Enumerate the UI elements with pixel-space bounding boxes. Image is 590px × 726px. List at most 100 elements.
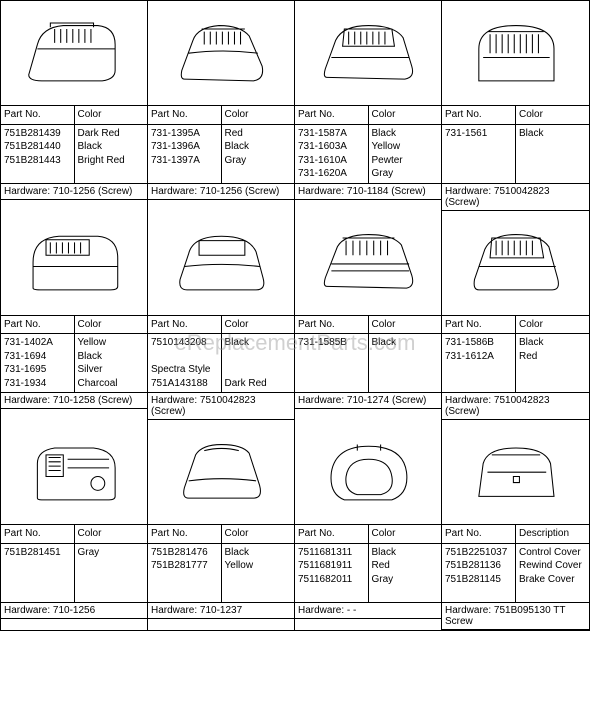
info-data: 731-1395A731-1396A731-1397A RedBlackGray — [148, 125, 294, 184]
color-values: Black — [369, 334, 442, 392]
partno-label: Part No. — [442, 106, 516, 124]
hardware-row: Hardware: 710-1184 (Screw) — [295, 184, 441, 200]
hardware-row: Hardware: 710-1256 (Screw) — [148, 184, 294, 200]
hardware-row: Hardware: 710-1258 (Screw) — [1, 393, 147, 409]
part-sketch — [306, 219, 430, 305]
partno-values: 731-1585B — [295, 334, 369, 392]
color-label: Color — [75, 525, 148, 543]
hardware-row: Hardware: 751B095130 TT Screw — [442, 603, 589, 630]
color-values: RedBlackGray — [222, 125, 295, 183]
part-sketch — [306, 10, 430, 96]
color-values: YellowBlackSilverCharcoal — [75, 334, 148, 392]
hardware-row: Hardware: 7510042823 (Screw) — [442, 184, 589, 211]
partno-label: Part No. — [1, 525, 75, 543]
info-header: Part No.Description — [442, 525, 589, 544]
part-sketch — [159, 429, 283, 515]
partno-values: 731-1587A731-1603A731-1610A731-1620A — [295, 125, 369, 183]
info-header: Part No.Color — [442, 106, 589, 125]
partno-label: Part No. — [148, 316, 222, 334]
info-data: 751B2251037751B281136751B281145 Control … — [442, 544, 589, 603]
part-cell: Part No.Description751B2251037751B281136… — [442, 420, 589, 630]
partno-label: Part No. — [295, 106, 369, 124]
partno-label: Part No. — [295, 316, 369, 334]
part-sketch — [453, 10, 578, 96]
color-label: Color — [516, 316, 589, 334]
part-sketch — [12, 429, 136, 515]
color-values: BlackYellow — [222, 544, 295, 602]
info-header: Part No.Color — [1, 106, 147, 125]
color-values: Control CoverRewind CoverBrake Cover — [516, 544, 589, 602]
partno-values: 731-1395A731-1396A731-1397A — [148, 125, 222, 183]
info-data: 731-1402A731-1694731-1695731-1934YellowB… — [1, 334, 147, 393]
color-label: Description — [516, 525, 589, 543]
info-data: 731-1586B731-1612A BlackRed — [442, 334, 589, 393]
sketch-area — [148, 211, 294, 316]
partno-values: 731-1402A731-1694731-1695731-1934 — [1, 334, 75, 392]
part-sketch — [453, 429, 578, 515]
part-sketch — [159, 219, 283, 305]
info-data: 7510143208 Spectra Style751A143188Black … — [148, 334, 294, 393]
partno-label: Part No. — [442, 525, 516, 543]
partno-label: Part No. — [1, 316, 75, 334]
color-values: BlackRed — [516, 334, 589, 392]
info-data: 731-1585B Black — [295, 334, 441, 393]
color-label: Color — [222, 106, 295, 124]
part-cell: Part No.Color731-1561 Black Hardware: 75… — [442, 1, 589, 211]
partno-values: 7510143208 Spectra Style751A143188 — [148, 334, 222, 392]
info-data: 731-1561 Black — [442, 125, 589, 184]
info-header: Part No.Color — [148, 106, 294, 125]
partno-label: Part No. — [1, 106, 75, 124]
sketch-area — [442, 420, 589, 525]
partno-label: Part No. — [148, 106, 222, 124]
hardware-row: Hardware: 710-1274 (Screw) — [295, 393, 441, 409]
partno-values: 731-1561 — [442, 125, 516, 183]
part-sketch — [12, 219, 136, 305]
sketch-area — [1, 420, 147, 525]
color-values: BlackRedGray — [369, 544, 442, 602]
hardware-row: Hardware: 710-1256 — [1, 603, 147, 619]
sketch-area — [295, 420, 441, 525]
color-label: Color — [75, 106, 148, 124]
part-sketch — [12, 10, 136, 96]
hardware-row: Hardware: - - — [295, 603, 441, 619]
color-values: Black Dark Red — [222, 334, 295, 392]
partno-values: 751B2251037751B281136751B281145 — [442, 544, 516, 602]
part-cell: Part No.Color731-1585B Black Hardware: 7… — [295, 211, 442, 421]
color-label: Color — [75, 316, 148, 334]
partno-label: Part No. — [295, 525, 369, 543]
part-cell: Part No.Color7510143208 Spectra Style751… — [148, 211, 295, 421]
info-header: Part No.Color — [442, 316, 589, 335]
partno-values: 751168131175116819117511682011 — [295, 544, 369, 602]
sketch-area — [148, 420, 294, 525]
partno-label: Part No. — [442, 316, 516, 334]
hardware-row: Hardware: 7510042823 (Screw) — [442, 393, 589, 420]
color-values: Dark RedBlackBright Red — [75, 125, 148, 183]
info-header: Part No.Color — [295, 525, 441, 544]
info-data: 751B281451 Gray — [1, 544, 147, 603]
sketch-area — [148, 1, 294, 106]
sketch-area — [1, 211, 147, 316]
color-label: Color — [222, 316, 295, 334]
info-data: 751B281439751B281440751B281443 Dark RedB… — [1, 125, 147, 184]
info-data: 751B281476751B281777 BlackYellow — [148, 544, 294, 603]
sketch-area — [295, 1, 441, 106]
part-cell: Part No.Color731-1586B731-1612A BlackRed… — [442, 211, 589, 421]
color-label: Color — [369, 525, 442, 543]
sketch-area — [442, 1, 589, 106]
partno-values: 751B281476751B281777 — [148, 544, 222, 602]
part-cell: Part No.Color731-1395A731-1396A731-1397A… — [148, 1, 295, 211]
color-label: Color — [516, 106, 589, 124]
info-data: 751168131175116819117511682011 BlackRedG… — [295, 544, 441, 603]
info-data: 731-1587A731-1603A731-1610A731-1620ABlac… — [295, 125, 441, 184]
sketch-area — [1, 1, 147, 106]
info-header: Part No.Color — [148, 525, 294, 544]
part-sketch — [159, 10, 283, 96]
partno-values: 751B281451 — [1, 544, 75, 602]
hardware-row: Hardware: 710-1237 — [148, 603, 294, 619]
hardware-row: Hardware: 7510042823 (Screw) — [148, 393, 294, 420]
info-header: Part No.Color — [295, 106, 441, 125]
info-header: Part No.Color — [1, 525, 147, 544]
info-header: Part No.Color — [148, 316, 294, 335]
part-sketch — [306, 429, 430, 515]
color-values: Black — [516, 125, 589, 183]
